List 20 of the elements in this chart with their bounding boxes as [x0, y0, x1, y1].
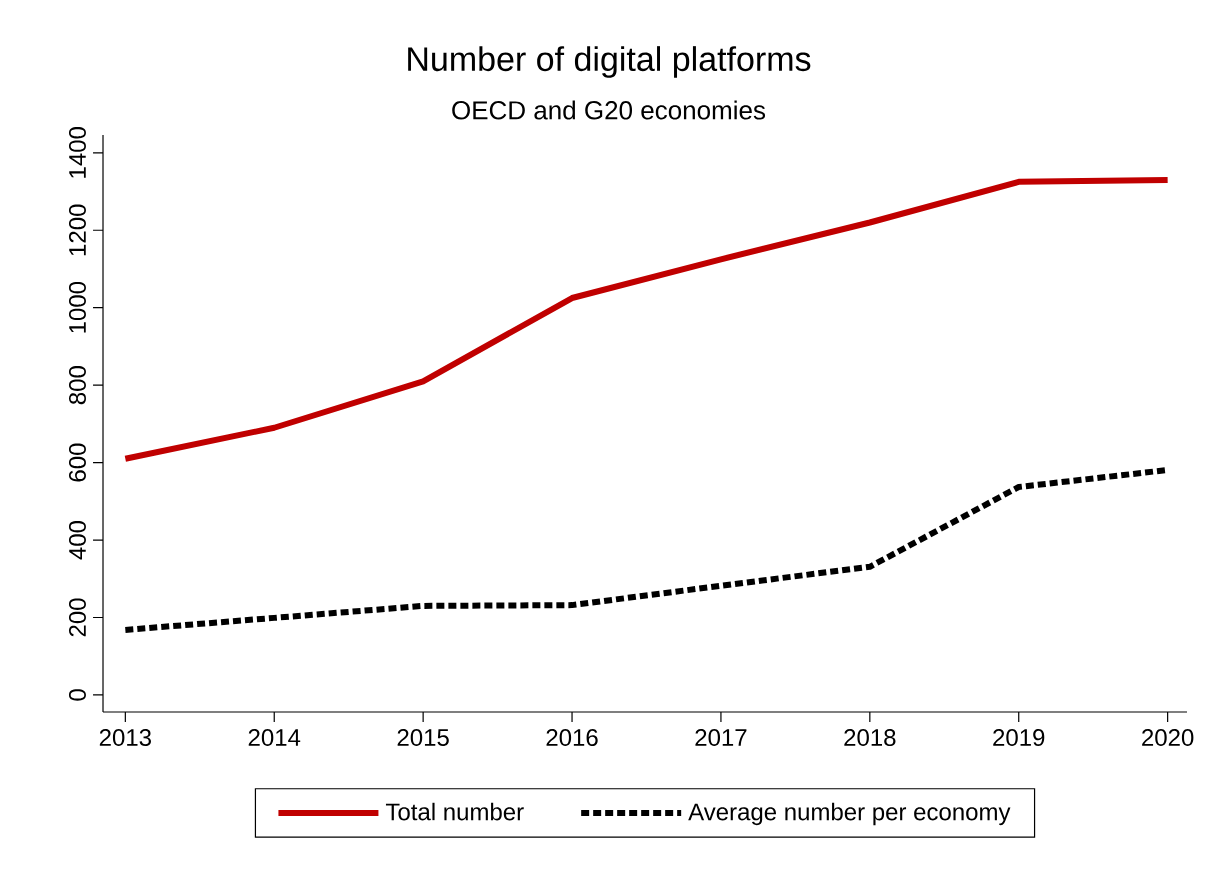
y-tick-label: 400	[68, 520, 86, 560]
legend-label: Total number	[385, 802, 524, 821]
x-tick-label: 2020	[1142, 729, 1194, 747]
y-tick-label: 200	[68, 598, 86, 637]
x-tick-label: 2013	[99, 729, 151, 747]
y-tick-label: 1400	[68, 127, 86, 178]
x-tick-label: 2014	[248, 729, 301, 747]
y-tick-label: 800	[68, 366, 86, 405]
legend-label: Average number per economy	[688, 802, 1011, 826]
chart-subtitle: OECD and G20 economies	[452, 100, 766, 120]
y-tick-label: 0	[68, 689, 86, 701]
y-tick-label: 600	[68, 443, 86, 482]
x-tick-label: 2017	[695, 729, 747, 747]
y-tick-label: 1000	[68, 281, 86, 333]
x-tick-label: 2018	[844, 729, 896, 747]
chart-title: Number of digital platforms	[408, 46, 811, 78]
y-tick-label: 1200	[68, 204, 86, 256]
x-tick-label: 2019	[993, 729, 1045, 747]
x-tick-label: 2015	[397, 729, 449, 747]
x-tick-label: 2016	[546, 729, 598, 747]
